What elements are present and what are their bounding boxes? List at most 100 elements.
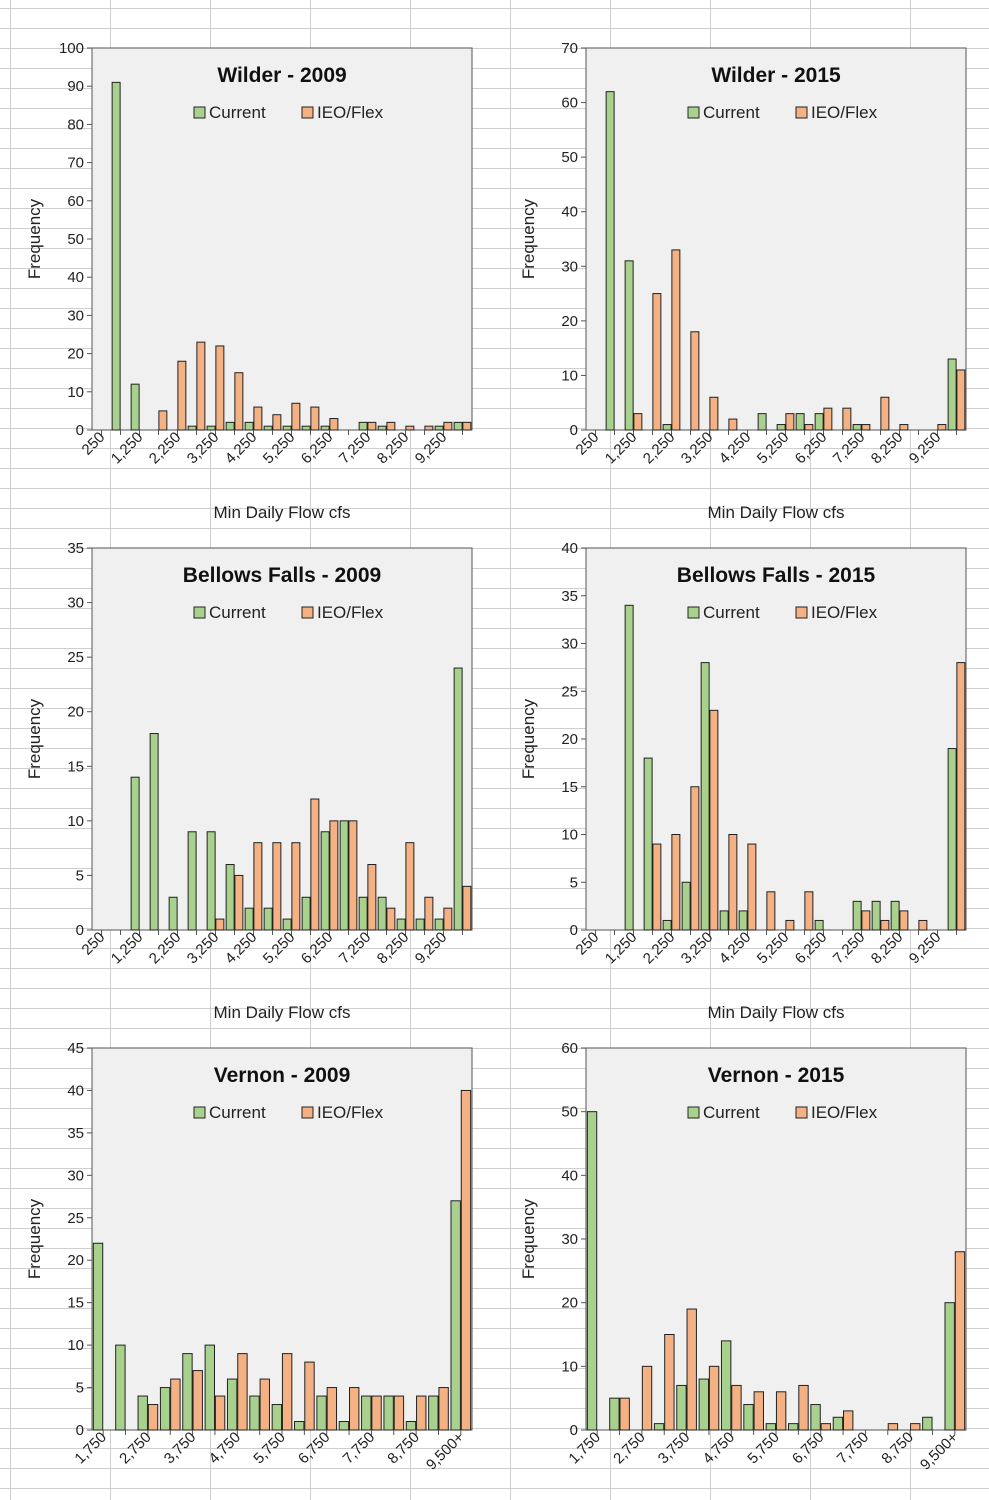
bar-ieo-flex <box>842 407 852 431</box>
bar-ieo-flex <box>652 293 662 431</box>
bar-current <box>405 1421 417 1431</box>
y-axis-title: Frequency <box>519 198 538 279</box>
y-tick-label: 40 <box>67 1082 84 1099</box>
x-tick-label: 8,250 <box>868 929 907 968</box>
bar-current <box>434 425 444 431</box>
x-tick-label: 2,250 <box>146 929 185 968</box>
y-tick-label: 35 <box>67 1125 84 1142</box>
bar-current <box>316 1395 327 1431</box>
bar-ieo-flex <box>686 1308 697 1431</box>
y-tick-label: 60 <box>561 95 578 112</box>
bar-current <box>624 260 634 431</box>
bar-current <box>226 1378 238 1431</box>
bar-current <box>450 1200 461 1431</box>
x-tick-label: 4,250 <box>222 929 261 968</box>
x-tick-label: 3,250 <box>678 429 717 468</box>
x-tick-label: 2,750 <box>610 1429 649 1468</box>
bar-ieo-flex <box>937 424 947 431</box>
x-tick-label: 7,250 <box>830 429 869 468</box>
bar-current <box>206 425 216 431</box>
bar-ieo-flex <box>798 1384 809 1431</box>
x-tick-label: 5,250 <box>260 929 299 968</box>
bar-current <box>271 1404 283 1431</box>
legend-label-current: Current <box>209 103 266 122</box>
x-tick-label: 6,250 <box>792 929 831 968</box>
bar-current <box>415 918 425 931</box>
y-tick-label: 40 <box>561 540 578 557</box>
bar-ieo-flex <box>804 891 814 931</box>
bar-current <box>339 820 349 931</box>
y-tick-label: 30 <box>67 307 84 324</box>
bar-current <box>159 1387 171 1431</box>
y-tick-label: 50 <box>67 231 84 248</box>
y-tick-label: 10 <box>67 1337 84 1354</box>
x-tick-label: 1,250 <box>108 429 147 468</box>
bar-current <box>383 1395 394 1431</box>
bar-ieo-flex <box>158 410 168 431</box>
bar-current <box>852 424 862 431</box>
bar-ieo-flex <box>910 1423 921 1431</box>
x-axis-title: Min Daily Flow cfs <box>214 1003 351 1022</box>
y-tick-label: 40 <box>561 204 578 221</box>
bar-current <box>453 667 463 931</box>
bar-ieo-flex <box>291 842 301 931</box>
x-tick-label: 3,750 <box>655 1429 694 1468</box>
bar-current <box>182 1353 193 1431</box>
bar-current <box>263 907 273 931</box>
legend-swatch-current <box>687 1106 700 1119</box>
bar-ieo-flex <box>462 885 472 931</box>
y-tick-label: 80 <box>67 116 84 133</box>
x-tick-label: 3,250 <box>184 429 223 468</box>
plot-area <box>91 547 473 931</box>
bar-current <box>743 1404 754 1431</box>
y-tick-label: 20 <box>67 704 84 721</box>
y-tick-label: 40 <box>561 1167 578 1184</box>
legend-swatch-current <box>193 106 206 119</box>
bar-ieo-flex <box>386 421 396 431</box>
legend-swatch-ieo-flex <box>795 106 808 119</box>
bar-current <box>168 896 178 931</box>
chart-wilder-2009: 0 10 20 30 40 50 60 70 80 90 100 250 1,250 2,250 3,250… <box>0 0 494 522</box>
bar-ieo-flex <box>633 413 643 431</box>
bar-current <box>453 421 463 431</box>
bar-ieo-flex <box>424 896 434 931</box>
bar-ieo-flex <box>371 1395 382 1431</box>
bar-current <box>115 1344 126 1431</box>
bar-ieo-flex <box>272 842 282 931</box>
bar-ieo-flex <box>664 1334 675 1431</box>
bar-ieo-flex <box>329 418 339 431</box>
bar-current <box>377 896 387 931</box>
bar-ieo-flex <box>438 1387 449 1431</box>
bar-ieo-flex <box>899 424 909 431</box>
chart-bellows-falls-2015: 0 5 10 15 20 25 30 35 40 250 1,250 2,250 3,250 4,250 5… <box>494 500 988 1022</box>
bar-current <box>719 910 729 931</box>
x-tick-label: 5,750 <box>744 1429 783 1468</box>
bar-ieo-flex <box>416 1395 427 1431</box>
legend-swatch-ieo-flex <box>301 606 314 619</box>
bar-ieo-flex <box>462 421 472 431</box>
bar-current <box>282 918 292 931</box>
bar-ieo-flex <box>253 406 263 431</box>
bar-ieo-flex <box>405 842 415 931</box>
bar-ieo-flex <box>291 402 301 431</box>
x-tick-label: 4,250 <box>222 429 261 468</box>
bar-ieo-flex <box>310 406 320 431</box>
legend-label-current: Current <box>703 103 760 122</box>
bar-current <box>605 91 615 431</box>
bar-current <box>757 413 767 431</box>
x-tick-label: 4,750 <box>700 1429 739 1468</box>
bar-ieo-flex <box>147 1404 159 1431</box>
bar-ieo-flex <box>880 396 890 431</box>
x-tick-label: 9,500+ <box>917 1429 962 1474</box>
y-tick-label: 0 <box>570 922 578 939</box>
bar-current <box>871 900 881 931</box>
bar-current <box>92 1242 104 1431</box>
y-tick-label: 30 <box>561 1231 578 1248</box>
y-tick-label: 0 <box>570 1422 578 1439</box>
x-tick-label: 8,250 <box>374 429 413 468</box>
bar-ieo-flex <box>728 418 738 431</box>
bar-current <box>810 1404 821 1431</box>
bar-ieo-flex <box>304 1361 315 1431</box>
bar-current <box>795 413 805 431</box>
legend-swatch-current <box>687 106 700 119</box>
